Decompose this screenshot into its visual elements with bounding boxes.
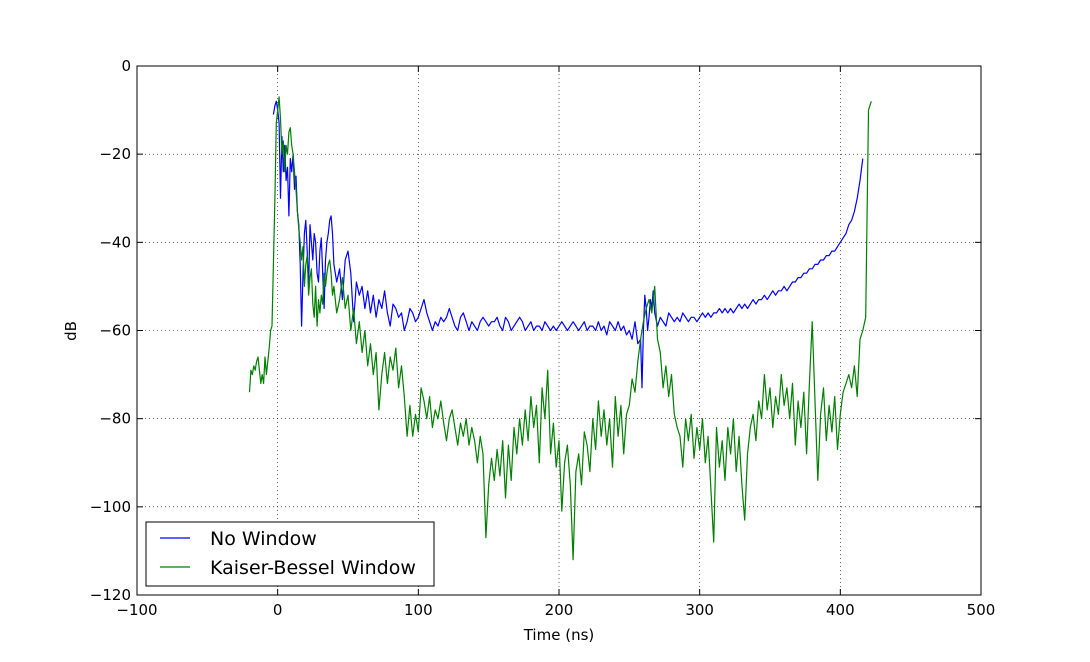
legend: No Window Kaiser-Bessel Window — [145, 521, 435, 587]
series-line-kaiser-bessel-window — [248, 96, 872, 561]
x-tick-label: 400 — [826, 601, 855, 619]
x-tick-label: 300 — [685, 601, 714, 619]
legend-label-no-window: No Window — [210, 528, 317, 550]
x-tick-label: 0 — [273, 601, 283, 619]
y-tick-label: −120 — [90, 586, 131, 604]
y-tick-label: −20 — [99, 145, 131, 163]
series-line-no-window — [272, 100, 864, 389]
y-tick-label: −60 — [99, 322, 131, 340]
y-axis-label: dB — [62, 321, 80, 341]
grid-lines — [137, 66, 981, 595]
tick-marks — [136, 65, 982, 596]
legend-label-kaiser-bessel-window: Kaiser-Bessel Window — [210, 557, 416, 579]
series-layer — [248, 96, 872, 561]
y-tick-labels: −120 −100 −80 −60 −40 −20 0 — [90, 57, 131, 604]
x-tick-labels: −100 0 100 200 300 400 500 — [116, 601, 995, 619]
legend-box — [145, 521, 435, 587]
y-tick-label: −100 — [90, 498, 131, 516]
y-tick-label: 0 — [121, 57, 131, 75]
y-tick-label: −80 — [99, 410, 131, 428]
y-tick-label: −40 — [99, 233, 131, 251]
x-tick-label: 200 — [545, 601, 574, 619]
x-axis-label: Time (ns) — [523, 626, 595, 644]
x-tick-label: 100 — [404, 601, 433, 619]
x-tick-label: −100 — [116, 601, 157, 619]
x-tick-label: 500 — [967, 601, 996, 619]
